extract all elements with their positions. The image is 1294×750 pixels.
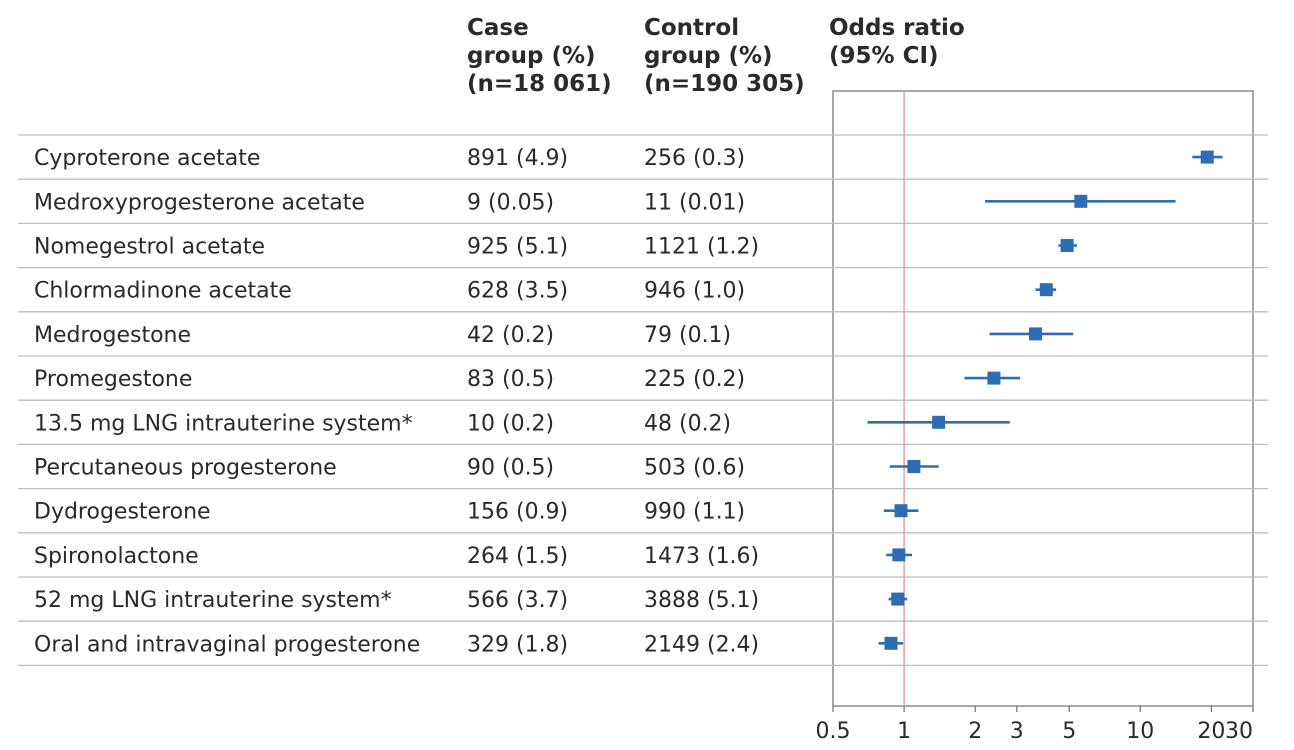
row-label: Chlormadinone acetate [34, 279, 292, 304]
row-label: Cyproterone acetate [34, 146, 260, 171]
case-value: 891 (4.9) [467, 146, 568, 171]
marks-layer [867, 91, 1223, 706]
case-value: 264 (1.5) [467, 544, 568, 569]
case-header-line1: Case [467, 15, 529, 41]
or-marker [987, 371, 1001, 385]
row-label: Promegestone [34, 367, 192, 392]
control-header-line3: (n=190 305) [644, 71, 805, 97]
x-axis: 0.5 1 2 3 5 10 20 30 [816, 706, 1254, 744]
odds-ratio-header-line2: (95% CI) [829, 43, 939, 69]
or-marker [1060, 239, 1074, 252]
rows-layer: Cyproterone acetate 891 (4.9) 256 (0.3) Med… [18, 134, 1268, 667]
case-value: 90 (0.5) [467, 456, 554, 481]
or-marker [884, 636, 898, 650]
odds-ratio-header-line1: Odds ratio [829, 15, 965, 41]
or-marker [1039, 283, 1053, 297]
row-label: Medrogestone [34, 323, 191, 348]
row-label: 13.5 mg LNG intrauterine system* [34, 411, 413, 436]
x-tick-label: 1 [897, 719, 911, 744]
row-label: Nomegestrol acetate [34, 235, 265, 260]
or-marker [894, 504, 908, 518]
control-value: 256 (0.3) [644, 146, 745, 171]
or-marker [907, 460, 921, 473]
or-marker [892, 548, 906, 562]
control-value: 990 (1.1) [644, 500, 745, 525]
x-tick-label: 0.5 [816, 719, 851, 744]
x-tick-label: 5 [1062, 719, 1076, 744]
control-value: 11 (0.01) [644, 190, 745, 215]
control-value: 79 (0.1) [644, 323, 731, 348]
case-header-line2: group (%) [467, 43, 596, 69]
control-value: 1121 (1.2) [644, 235, 759, 260]
control-value: 1473 (1.6) [644, 544, 759, 569]
or-marker [891, 592, 905, 606]
x-tick-label: 10 [1126, 719, 1154, 744]
row-label: Percutaneous progesterone [34, 456, 337, 481]
x-tick-label: 30 [1225, 719, 1253, 744]
case-value: 628 (3.5) [467, 279, 568, 304]
case-value: 925 (5.1) [467, 235, 568, 260]
row-label: Medroxyprogesterone acetate [34, 190, 365, 215]
case-value: 10 (0.2) [467, 411, 554, 436]
control-value: 946 (1.0) [644, 279, 745, 304]
or-marker [932, 415, 946, 429]
or-marker [1200, 150, 1214, 164]
control-header-line2: group (%) [644, 43, 773, 69]
x-tick-label: 2 [968, 719, 982, 744]
control-value: 225 (0.2) [644, 367, 745, 392]
or-marker [1029, 327, 1043, 341]
case-header-line3: (n=18 061) [467, 71, 612, 97]
row-label: 52 mg LNG intrauterine system* [34, 588, 392, 613]
or-marker [1074, 194, 1088, 208]
control-value: 2149 (2.4) [644, 632, 759, 657]
control-header-line1: Control [644, 15, 739, 41]
case-value: 83 (0.5) [467, 367, 554, 392]
control-value: 48 (0.2) [644, 411, 731, 436]
case-value: 329 (1.8) [467, 632, 568, 657]
case-value: 42 (0.2) [467, 323, 554, 348]
control-value: 503 (0.6) [644, 456, 745, 481]
case-value: 566 (3.7) [467, 588, 568, 613]
case-value: 9 (0.05) [467, 190, 554, 215]
plot-frame [832, 90, 1254, 707]
row-label: Spironolactone [34, 544, 199, 569]
row-label: Oral and intravaginal progesterone [34, 632, 420, 657]
x-tick-label: 3 [1010, 719, 1024, 744]
row-label: Dydrogesterone [34, 500, 211, 525]
case-value: 156 (0.9) [467, 500, 568, 525]
control-value: 3888 (5.1) [644, 588, 759, 613]
x-tick-label: 20 [1197, 719, 1225, 744]
